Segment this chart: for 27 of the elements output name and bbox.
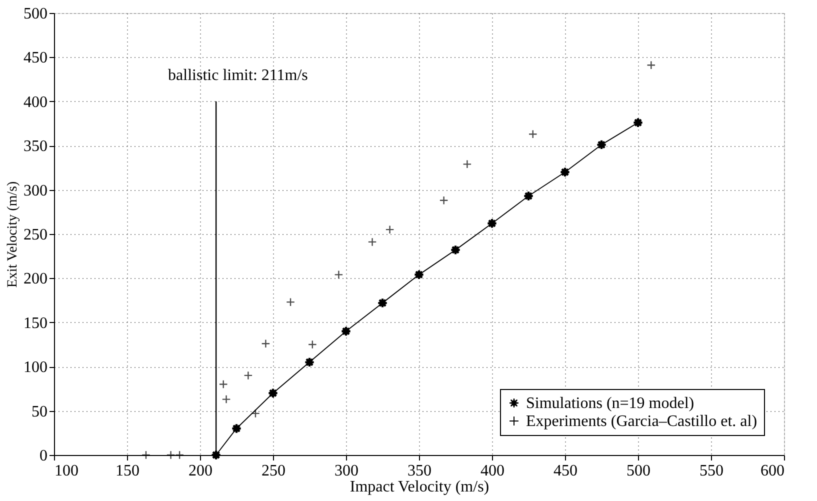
x-tick-label: 300: [334, 462, 358, 480]
y-tick-label: 250: [24, 226, 48, 244]
y-tick-label: 500: [24, 6, 48, 22]
y-tick-label: 300: [24, 182, 48, 200]
y-tick-label: 100: [24, 359, 48, 376]
legend-label: Experiments (Garcia–Castillo et. al): [526, 413, 758, 430]
ref-line-label: ballistic limit: 211m/s: [168, 66, 308, 84]
y-axis-title: Exit Velocity (m/s): [6, 181, 20, 288]
y-tick-label: 50: [32, 403, 48, 420]
y-tick-label: 150: [24, 314, 48, 332]
y-tick-label: 0: [40, 448, 48, 464]
y-tick-label: 450: [24, 50, 48, 67]
x-tick-label: 200: [188, 462, 212, 480]
y-tick-label: 400: [24, 94, 48, 111]
x-tick-label: 450: [554, 462, 578, 480]
x-tick-label: 250: [262, 462, 286, 480]
x-axis-title: Impact Velocity (m/s): [350, 478, 490, 496]
x-tick-label: 350: [408, 462, 432, 480]
x-tick-label: 400: [480, 462, 504, 480]
x-tick-label: 600: [760, 462, 784, 480]
y-tick-label: 350: [24, 138, 48, 156]
legend-label: Simulations (n=19 model): [526, 395, 694, 412]
y-tick-label: 200: [24, 270, 48, 288]
x-tick-label: 550: [700, 462, 724, 480]
x-tick-label: 500: [626, 462, 650, 480]
x-tick-label: 100: [54, 462, 78, 480]
x-tick-label: 150: [116, 462, 140, 480]
